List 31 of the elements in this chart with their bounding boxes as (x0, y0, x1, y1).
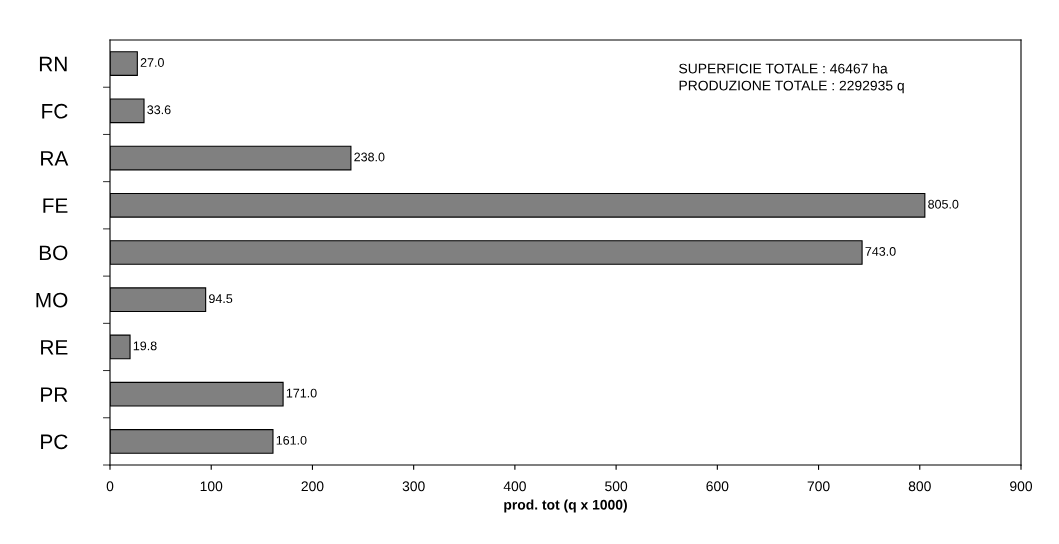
data-label: 171.0 (286, 388, 317, 398)
data-label: 27.0 (140, 58, 164, 67)
x-tick-label: 100 (200, 481, 223, 492)
data-label: 238.0 (354, 152, 385, 162)
y-tick-label: FE (43, 198, 68, 213)
data-label: 94.5 (209, 294, 233, 304)
data-label: 161.0 (276, 435, 307, 445)
annotation: PRODUZIONE TOTALE : 2292935 q (679, 80, 904, 94)
x-tick-label: 800 (908, 481, 931, 492)
y-tick-label: PR (41, 387, 68, 402)
y-tick-label: FC (42, 103, 68, 119)
annotation: SUPERFICIE TOTALE : 46467 ha (679, 63, 888, 74)
y-tick-label: MO (36, 292, 68, 308)
x-tick-label: 400 (503, 481, 526, 492)
y-tick-label: RA (41, 151, 69, 166)
x-tick-label: 300 (402, 481, 425, 492)
data-label: 33.6 (147, 105, 171, 115)
x-tick-label: 700 (807, 481, 830, 492)
data-label: 19.8 (133, 341, 157, 351)
y-tick-label: RE (41, 340, 68, 355)
y-tick-label: BO (39, 245, 68, 261)
x-tick-label: 500 (605, 481, 628, 492)
y-tick-label: PC (41, 434, 68, 450)
x-tick-label: 0 (106, 481, 114, 492)
data-label: 805.0 (928, 199, 959, 209)
x-tick-label: 600 (706, 481, 729, 492)
x-axis-title: prod. tot (q x 1000) (504, 499, 627, 513)
x-tick-label: 900 (1010, 481, 1033, 492)
y-tick-label: RN (39, 56, 67, 72)
x-tick-label: 200 (301, 481, 324, 492)
data-label: 743.0 (865, 247, 896, 256)
